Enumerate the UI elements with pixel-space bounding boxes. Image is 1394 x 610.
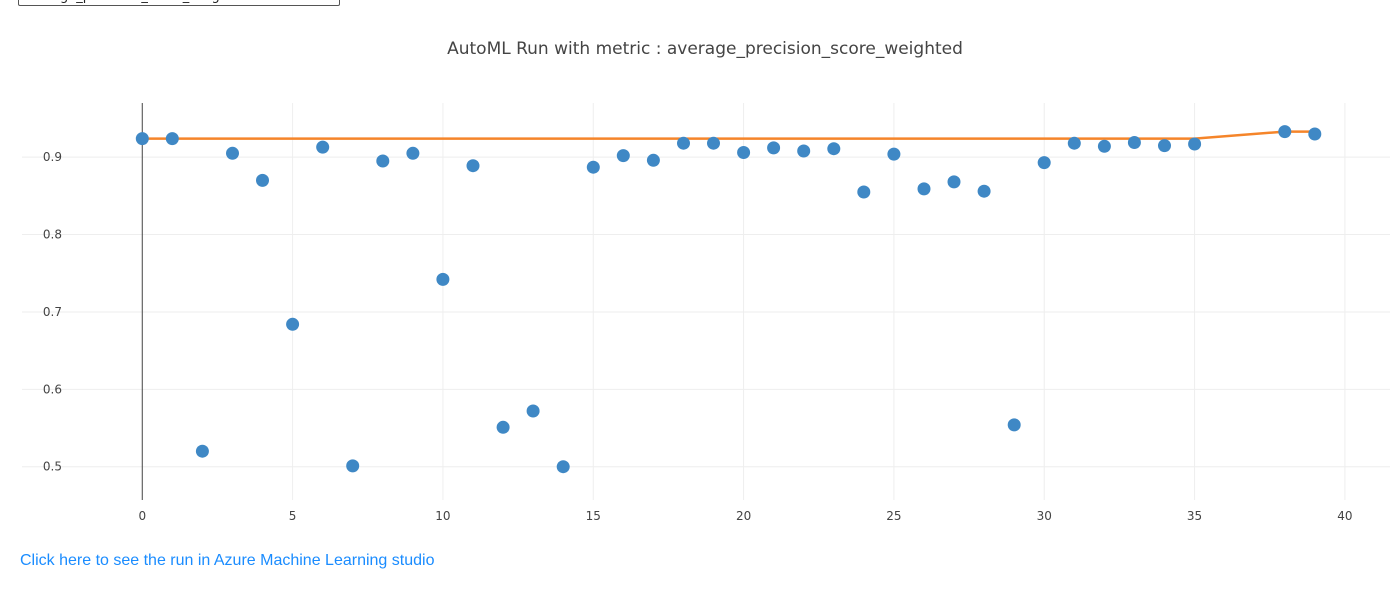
data-point [827, 142, 841, 156]
data-point [376, 154, 390, 168]
metric-select[interactable]: average_precision_score_weighted [18, 0, 340, 6]
x-tick-label: 35 [1187, 509, 1202, 523]
data-point [496, 420, 510, 434]
data-point [406, 146, 420, 160]
data-point [226, 146, 239, 160]
metric-scatter-chart: AutoML Run with metric : average_precisi… [22, 39, 1390, 523]
x-tick-label: 30 [1037, 509, 1052, 523]
data-point [135, 132, 149, 146]
data-point [436, 272, 450, 286]
x-tick-label: 5 [289, 509, 297, 523]
best-score-line [142, 130, 1315, 140]
data-point [526, 404, 540, 418]
data-point [737, 146, 751, 159]
x-tick-label: 15 [586, 509, 601, 523]
data-point [767, 141, 781, 155]
data-point [256, 173, 269, 187]
data-point [195, 444, 209, 458]
best-line-layer [142, 130, 1315, 140]
x-tick-label: 25 [886, 509, 901, 523]
data-point [586, 160, 600, 174]
data-point [1097, 139, 1111, 153]
data-point [797, 144, 811, 158]
data-point [1278, 125, 1292, 139]
data-point [1127, 136, 1141, 149]
data-point [286, 317, 300, 331]
data-point [646, 153, 660, 167]
data-point [1007, 418, 1021, 432]
y-tick-label: 0.9 [43, 150, 62, 164]
data-point [947, 175, 961, 189]
y-tick-label: 0.7 [43, 305, 62, 319]
points-layer [135, 125, 1322, 474]
chart-title: AutoML Run with metric : average_precisi… [447, 39, 963, 59]
data-point [707, 136, 720, 150]
x-tick-label: 20 [736, 509, 751, 523]
x-tick-label: 10 [435, 509, 450, 523]
data-point [165, 132, 179, 146]
studio-link[interactable]: Click here to see the run in Azure Machi… [20, 552, 435, 569]
x-tick-label: 40 [1337, 509, 1352, 523]
data-point [857, 185, 871, 199]
data-point [616, 149, 630, 163]
data-point [466, 159, 480, 173]
data-point [1158, 139, 1171, 153]
data-point [346, 459, 360, 473]
y-tick-label: 0.8 [43, 228, 62, 242]
data-point [556, 460, 570, 474]
data-point [316, 140, 330, 154]
data-point [1188, 137, 1202, 151]
data-point [1308, 127, 1322, 141]
x-tick-label: 0 [138, 509, 146, 523]
y-tick-label: 0.5 [43, 460, 62, 474]
tick-labels-layer: 0 5 10 15 20 25 30 35 40 0.5 0.6 0.7 0.8 0.9 [43, 150, 1353, 523]
grid-layer [22, 103, 1390, 500]
data-point [1067, 136, 1081, 150]
data-point [887, 147, 901, 161]
data-point [977, 184, 991, 198]
data-point [917, 182, 931, 196]
data-point [677, 136, 690, 150]
y-tick-label: 0.6 [43, 382, 62, 396]
data-point [1037, 156, 1051, 170]
